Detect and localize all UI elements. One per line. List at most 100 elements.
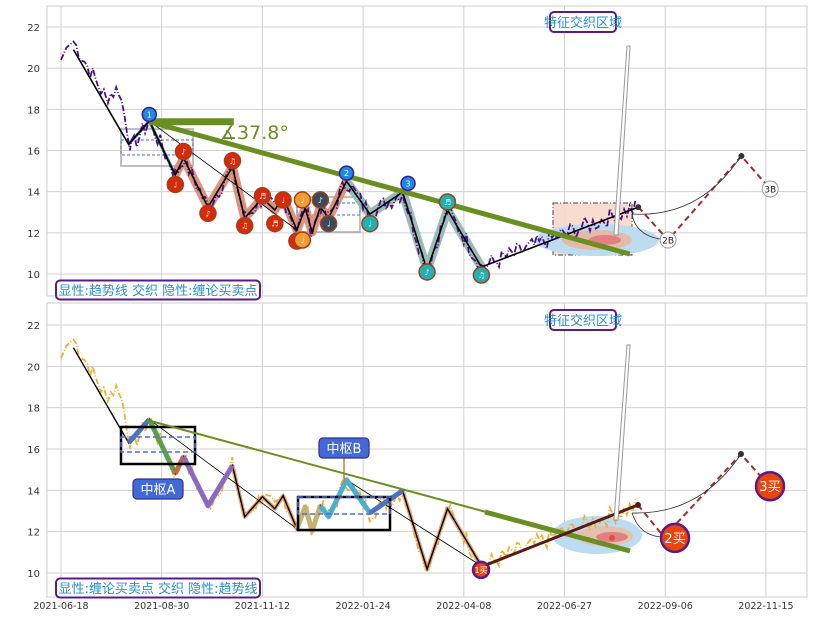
pen-stroke — [126, 417, 152, 445]
marker-label: ♩ — [173, 180, 177, 189]
forecast-node — [738, 153, 745, 160]
pen-stroke — [368, 488, 405, 515]
forecast-line — [637, 452, 771, 539]
marker — [266, 214, 284, 233]
x-tick-label: 2022-01-24 — [335, 601, 390, 612]
label-box — [55, 577, 261, 599]
buy-point-label: 3买 — [759, 480, 780, 495]
forecast-curve — [631, 453, 742, 514]
plot-area — [46, 302, 808, 598]
forecast-marker — [761, 180, 779, 198]
marker — [293, 231, 312, 249]
region-center — [609, 535, 615, 541]
marker-label: ♬ — [259, 192, 266, 201]
marker-label: 1 — [147, 110, 152, 119]
pen-stroke — [294, 504, 323, 534]
marker — [319, 214, 338, 233]
region-label: 特征交织区域 — [544, 313, 622, 329]
label-box — [549, 309, 617, 331]
forecast-node — [635, 502, 641, 508]
x-tick-label: 2021-11-12 — [235, 601, 290, 612]
x-tick-label: 2022-06-27 — [537, 601, 592, 612]
pen-stroke — [181, 455, 235, 509]
forecast-curve — [631, 155, 742, 215]
marker-label: 2 — [344, 169, 349, 178]
arrow-pointer — [613, 344, 631, 521]
pivot-b-inner — [297, 496, 391, 515]
y-tick-label: 20 — [27, 362, 40, 373]
y-tick-label: 16 — [27, 445, 40, 456]
marker-label: ♪ — [205, 209, 210, 218]
y-tick-label: 14 — [27, 188, 40, 199]
y-tick-label: 12 — [27, 229, 40, 240]
panel-bottom: 10 12 14 16 18 20 22 2021-06-18 2021-08-30 2021-1… — [27, 302, 808, 612]
y-tick-label: 10 — [27, 569, 40, 580]
y-tick-label: 12 — [27, 528, 40, 539]
marker — [223, 152, 242, 170]
marker — [141, 106, 158, 123]
forecast-marker-label: 3B — [764, 185, 776, 195]
marker-label: 3 — [405, 179, 410, 188]
marker-label: ♫ — [229, 157, 236, 166]
rise-line — [480, 503, 639, 569]
legend-label: 显性:缠论买卖点 交织 隐性:趋势线 — [58, 581, 257, 597]
forecast-node — [738, 451, 744, 457]
marker-label: ♩ — [281, 196, 285, 205]
marker — [311, 191, 330, 209]
marker-label: ♪ — [318, 196, 323, 205]
pivot-a-label: 中枢A — [141, 483, 176, 498]
marker — [235, 216, 254, 235]
marker — [400, 175, 416, 192]
panel-top: 10121416182022∡37.8°2B3B1♩♪♪♫♫♬♬♩♩♩♩♪♩2♩… — [27, 5, 808, 301]
marker-label: ♪ — [181, 148, 186, 157]
y-tick-label: 20 — [27, 64, 40, 75]
pivot-b-label: 中枢B — [327, 442, 362, 457]
trend-line — [148, 119, 631, 257]
trend-line-thick — [484, 509, 631, 554]
marker — [274, 191, 292, 209]
marker-label: ♩ — [327, 220, 331, 229]
y-tick-label: 14 — [27, 486, 40, 497]
marker-label: ♪ — [425, 268, 430, 277]
buy-point-marker — [659, 522, 691, 554]
price-line — [60, 338, 637, 574]
marker — [338, 165, 355, 181]
y-tick-label: 22 — [27, 23, 40, 34]
marker — [438, 193, 457, 211]
x-tick-label: 2021-06-18 — [33, 601, 88, 612]
x-tick-label: 2021-08-30 — [134, 601, 189, 612]
marker-label: ♬ — [271, 220, 278, 229]
y-tick-label: 18 — [27, 105, 40, 116]
marker-label: ♬ — [444, 198, 451, 207]
thin-trend-line — [346, 479, 482, 567]
label-box — [549, 11, 617, 33]
forecast-node — [635, 204, 642, 211]
marker — [253, 187, 272, 205]
buy-point-label: 1买 — [474, 566, 487, 575]
marker-label: ♩ — [368, 220, 372, 229]
buy-point-label: 2买 — [664, 532, 685, 547]
legend-label: 显性:趋势线 交织 隐性:缠论买卖点 — [58, 283, 257, 299]
y-tick-label: 18 — [27, 404, 40, 415]
marker — [472, 266, 491, 284]
pivot-a-inner — [120, 436, 196, 453]
y-tick-label: 16 — [27, 147, 40, 158]
buy-point-marker — [754, 470, 786, 502]
marker — [166, 175, 185, 194]
y-tick-label: 22 — [27, 321, 40, 332]
forecast-line — [637, 154, 771, 242]
marker-label: ♩ — [301, 196, 305, 205]
marker — [174, 142, 193, 161]
forecast-marker-label: 2B — [662, 237, 674, 247]
x-tick-label: 2022-09-06 — [638, 601, 693, 612]
marker-label: ♫ — [241, 222, 248, 231]
marker-label: ♫ — [478, 271, 485, 280]
forecast-marker — [659, 231, 677, 249]
marker — [293, 191, 312, 209]
marker-label: ♩ — [301, 236, 305, 245]
thin-trend-line — [149, 120, 298, 231]
arrow-pointer — [613, 45, 631, 236]
y-tick-label: 10 — [27, 270, 40, 281]
region-label: 特征交织区域 — [544, 15, 622, 31]
